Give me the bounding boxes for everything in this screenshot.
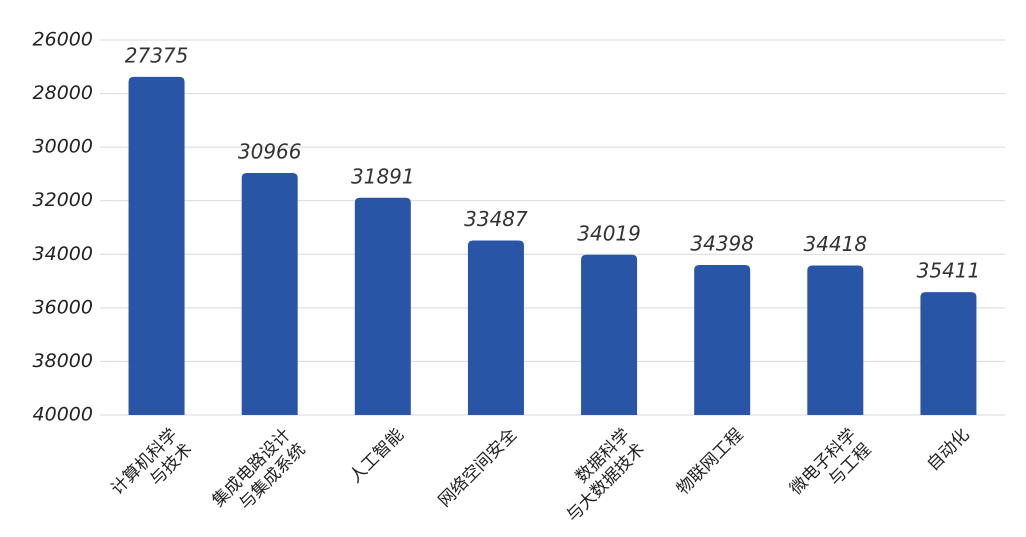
value-label: 34019 (577, 221, 641, 245)
bar (920, 292, 977, 415)
x-tick-label-line: 人工智能 (346, 425, 408, 487)
bar (128, 76, 185, 416)
bar (467, 240, 524, 415)
value-label: 31891 (351, 164, 415, 188)
bar (807, 265, 864, 415)
value-label: 33487 (464, 207, 528, 231)
y-tick-label: 40000 (33, 404, 93, 426)
bar (581, 254, 638, 415)
x-tick-label-line: 网络空间安全 (435, 425, 521, 511)
x-tick-label-line: 物联网工程 (673, 425, 747, 499)
bar (241, 173, 298, 415)
x-tick-label: 物联网工程 (673, 425, 747, 499)
y-tick-label: 28000 (33, 82, 93, 104)
x-tick-label: 网络空间安全 (435, 425, 521, 511)
bar (694, 264, 751, 415)
y-tick-label: 26000 (33, 29, 93, 51)
y-tick-label: 38000 (33, 350, 93, 372)
x-tick-label: 人工智能 (346, 425, 408, 487)
x-tick-label-line: 自动化 (923, 425, 973, 475)
value-label: 34418 (804, 232, 868, 256)
value-label: 30966 (238, 140, 302, 164)
value-label: 27375 (125, 43, 189, 67)
value-label: 34398 (690, 231, 754, 255)
y-tick-label: 34000 (33, 243, 93, 265)
y-tick-label: 36000 (33, 296, 93, 318)
y-tick-label: 32000 (33, 189, 93, 211)
x-tick-label: 自动化 (923, 425, 973, 475)
y-tick-label: 30000 (33, 136, 93, 158)
value-label: 35411 (917, 259, 981, 283)
bar (354, 197, 411, 415)
